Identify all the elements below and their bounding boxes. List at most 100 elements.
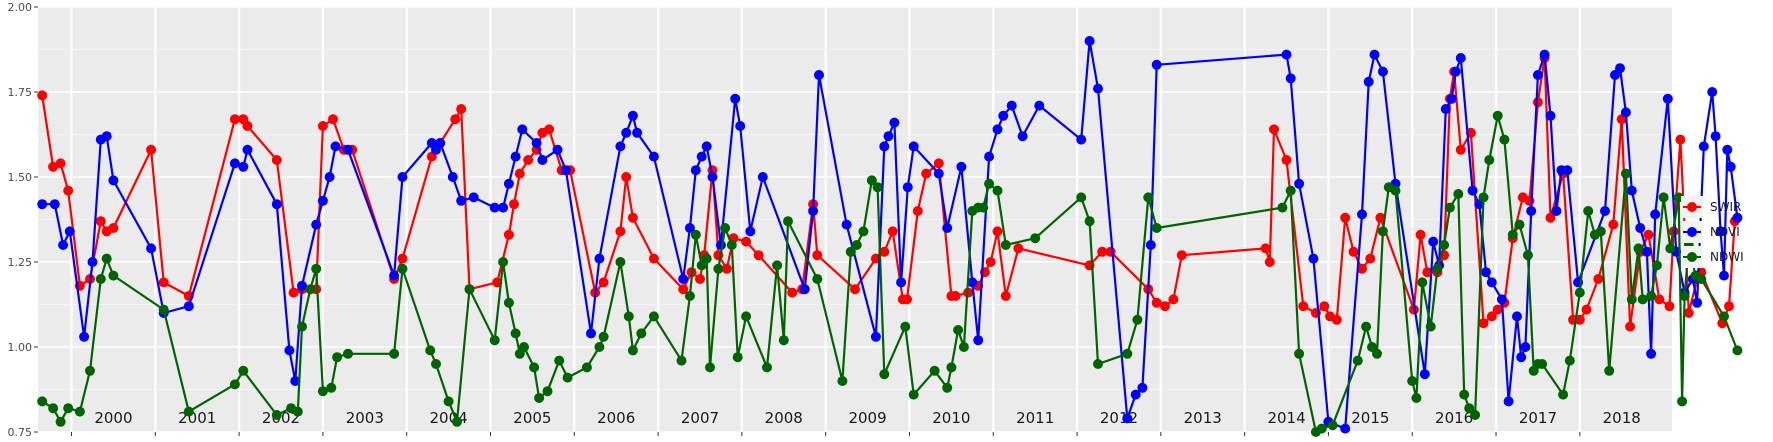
data-point-ndvi [560, 165, 571, 176]
legend: SWIR NDVI NDWI [1681, 196, 1744, 268]
data-point-ndwi [326, 382, 337, 393]
data-point-swir [933, 158, 944, 169]
data-point-ndvi [284, 345, 295, 356]
data-point-ndvi [1725, 161, 1736, 172]
data-point-ndwi [615, 257, 626, 267]
data-point-swir [753, 250, 764, 261]
data-point-swir [1654, 294, 1665, 305]
data-point-ndvi [942, 223, 953, 233]
data-point-swir [1176, 250, 1187, 261]
data-point-ndvi [468, 192, 479, 203]
data-point-ndvi [1308, 253, 1319, 264]
data-point-ndvi [998, 110, 1009, 121]
data-point-ndwi [1143, 192, 1154, 203]
data-point-ndwi [676, 355, 687, 366]
data-point-ndvi [1076, 134, 1087, 145]
data-point-ndvi [435, 138, 446, 148]
data-point-ndwi [1604, 365, 1615, 376]
data-point-ndvi [229, 158, 240, 169]
data-point-ndwi [1444, 202, 1455, 213]
data-point-ndwi [443, 396, 454, 407]
data-point-ndvi [1145, 240, 1156, 250]
data-point-ndvi [183, 301, 194, 312]
data-point-ndwi [992, 185, 1003, 196]
data-point-ndwi [452, 416, 462, 427]
data-point-swir [456, 104, 467, 114]
data-point-swir [1000, 291, 1011, 301]
data-point-swir [63, 185, 74, 196]
data-point-ndvi [1093, 83, 1103, 94]
data-point-swir [288, 287, 299, 298]
data-point-ndvi [1281, 49, 1292, 60]
data-point-ndwi [684, 291, 695, 301]
year-label: 2016 [1435, 409, 1473, 427]
data-point-ndvi [324, 172, 335, 182]
data-point-swir [1608, 219, 1619, 230]
data-point-swir [509, 199, 519, 210]
data-point-ndwi [1439, 240, 1450, 250]
data-point-ndwi [534, 393, 545, 403]
data-point-ndwi [48, 403, 59, 414]
data-point-ndwi [627, 345, 638, 356]
data-point-ndwi [946, 362, 957, 373]
data-point-ndvi [87, 257, 98, 267]
data-point-swir [1486, 311, 1497, 322]
data-point-ndvi [238, 161, 249, 172]
data-point-ndvi [1615, 63, 1625, 74]
data-point-ndvi [290, 376, 301, 386]
data-point-swir [1357, 263, 1367, 274]
data-point-swir [1545, 212, 1556, 223]
data-point-ndwi [1151, 223, 1162, 233]
data-point-ndvi [397, 172, 408, 182]
year-label: 2005 [513, 409, 551, 427]
data-point-ndwi [1372, 348, 1382, 359]
data-point-swir [787, 287, 798, 298]
data-point-swir [950, 291, 961, 301]
data-point-ndvi [58, 240, 69, 250]
data-point-ndvi [537, 155, 548, 165]
data-point-ndwi [648, 311, 659, 322]
data-point-ndwi [1595, 226, 1606, 237]
data-point-swir [1664, 301, 1675, 312]
data-point-ndwi [1564, 355, 1575, 366]
series-line-ndvi [42, 39, 1739, 430]
data-point-ndwi [866, 175, 877, 186]
data-point-ndvi [1719, 270, 1729, 281]
data-point-ndvi [271, 199, 282, 210]
data-point-ndvi [889, 117, 900, 128]
data-point-swir [902, 294, 912, 305]
data-point-ndvi [1551, 206, 1562, 216]
data-point-swir [1264, 257, 1275, 267]
data-point-ndvi [311, 219, 322, 230]
data-point-ndvi [1532, 70, 1543, 80]
data-point-ndwi [311, 263, 322, 274]
data-point-swir [1455, 144, 1466, 155]
data-point-ndwi [1316, 423, 1327, 434]
data-point-ndwi [623, 311, 634, 322]
legend-label-swir: SWIR [1710, 200, 1741, 214]
data-point-ndwi [397, 263, 408, 274]
data-point-ndwi [778, 335, 789, 346]
data-point-ndwi [292, 406, 303, 417]
data-point-ndwi [732, 352, 743, 363]
data-point-ndvi [908, 141, 919, 152]
data-point-ndvi [1512, 311, 1522, 322]
data-point-swir [1574, 314, 1585, 325]
y-tick-label: 0.75 [8, 426, 33, 439]
legend-marker-swir [1687, 202, 1697, 212]
data-point-ndvi [1545, 110, 1556, 121]
data-point-swir [887, 226, 898, 237]
data-point-ndwi [908, 389, 919, 400]
data-point-ndwi [37, 396, 48, 407]
data-point-ndvi [808, 206, 819, 216]
data-point-swir [397, 253, 408, 264]
data-point-ndvi [1732, 212, 1743, 223]
data-point-swir [146, 144, 157, 155]
year-label: 2012 [1100, 409, 1138, 427]
data-point-ndwi [1076, 192, 1087, 203]
data-point-ndwi [953, 325, 964, 335]
data-point-ndvi [648, 151, 659, 162]
data-point-ndvi [1516, 352, 1527, 363]
data-point-ndwi [1093, 359, 1103, 369]
data-point-ndwi [1646, 291, 1657, 301]
